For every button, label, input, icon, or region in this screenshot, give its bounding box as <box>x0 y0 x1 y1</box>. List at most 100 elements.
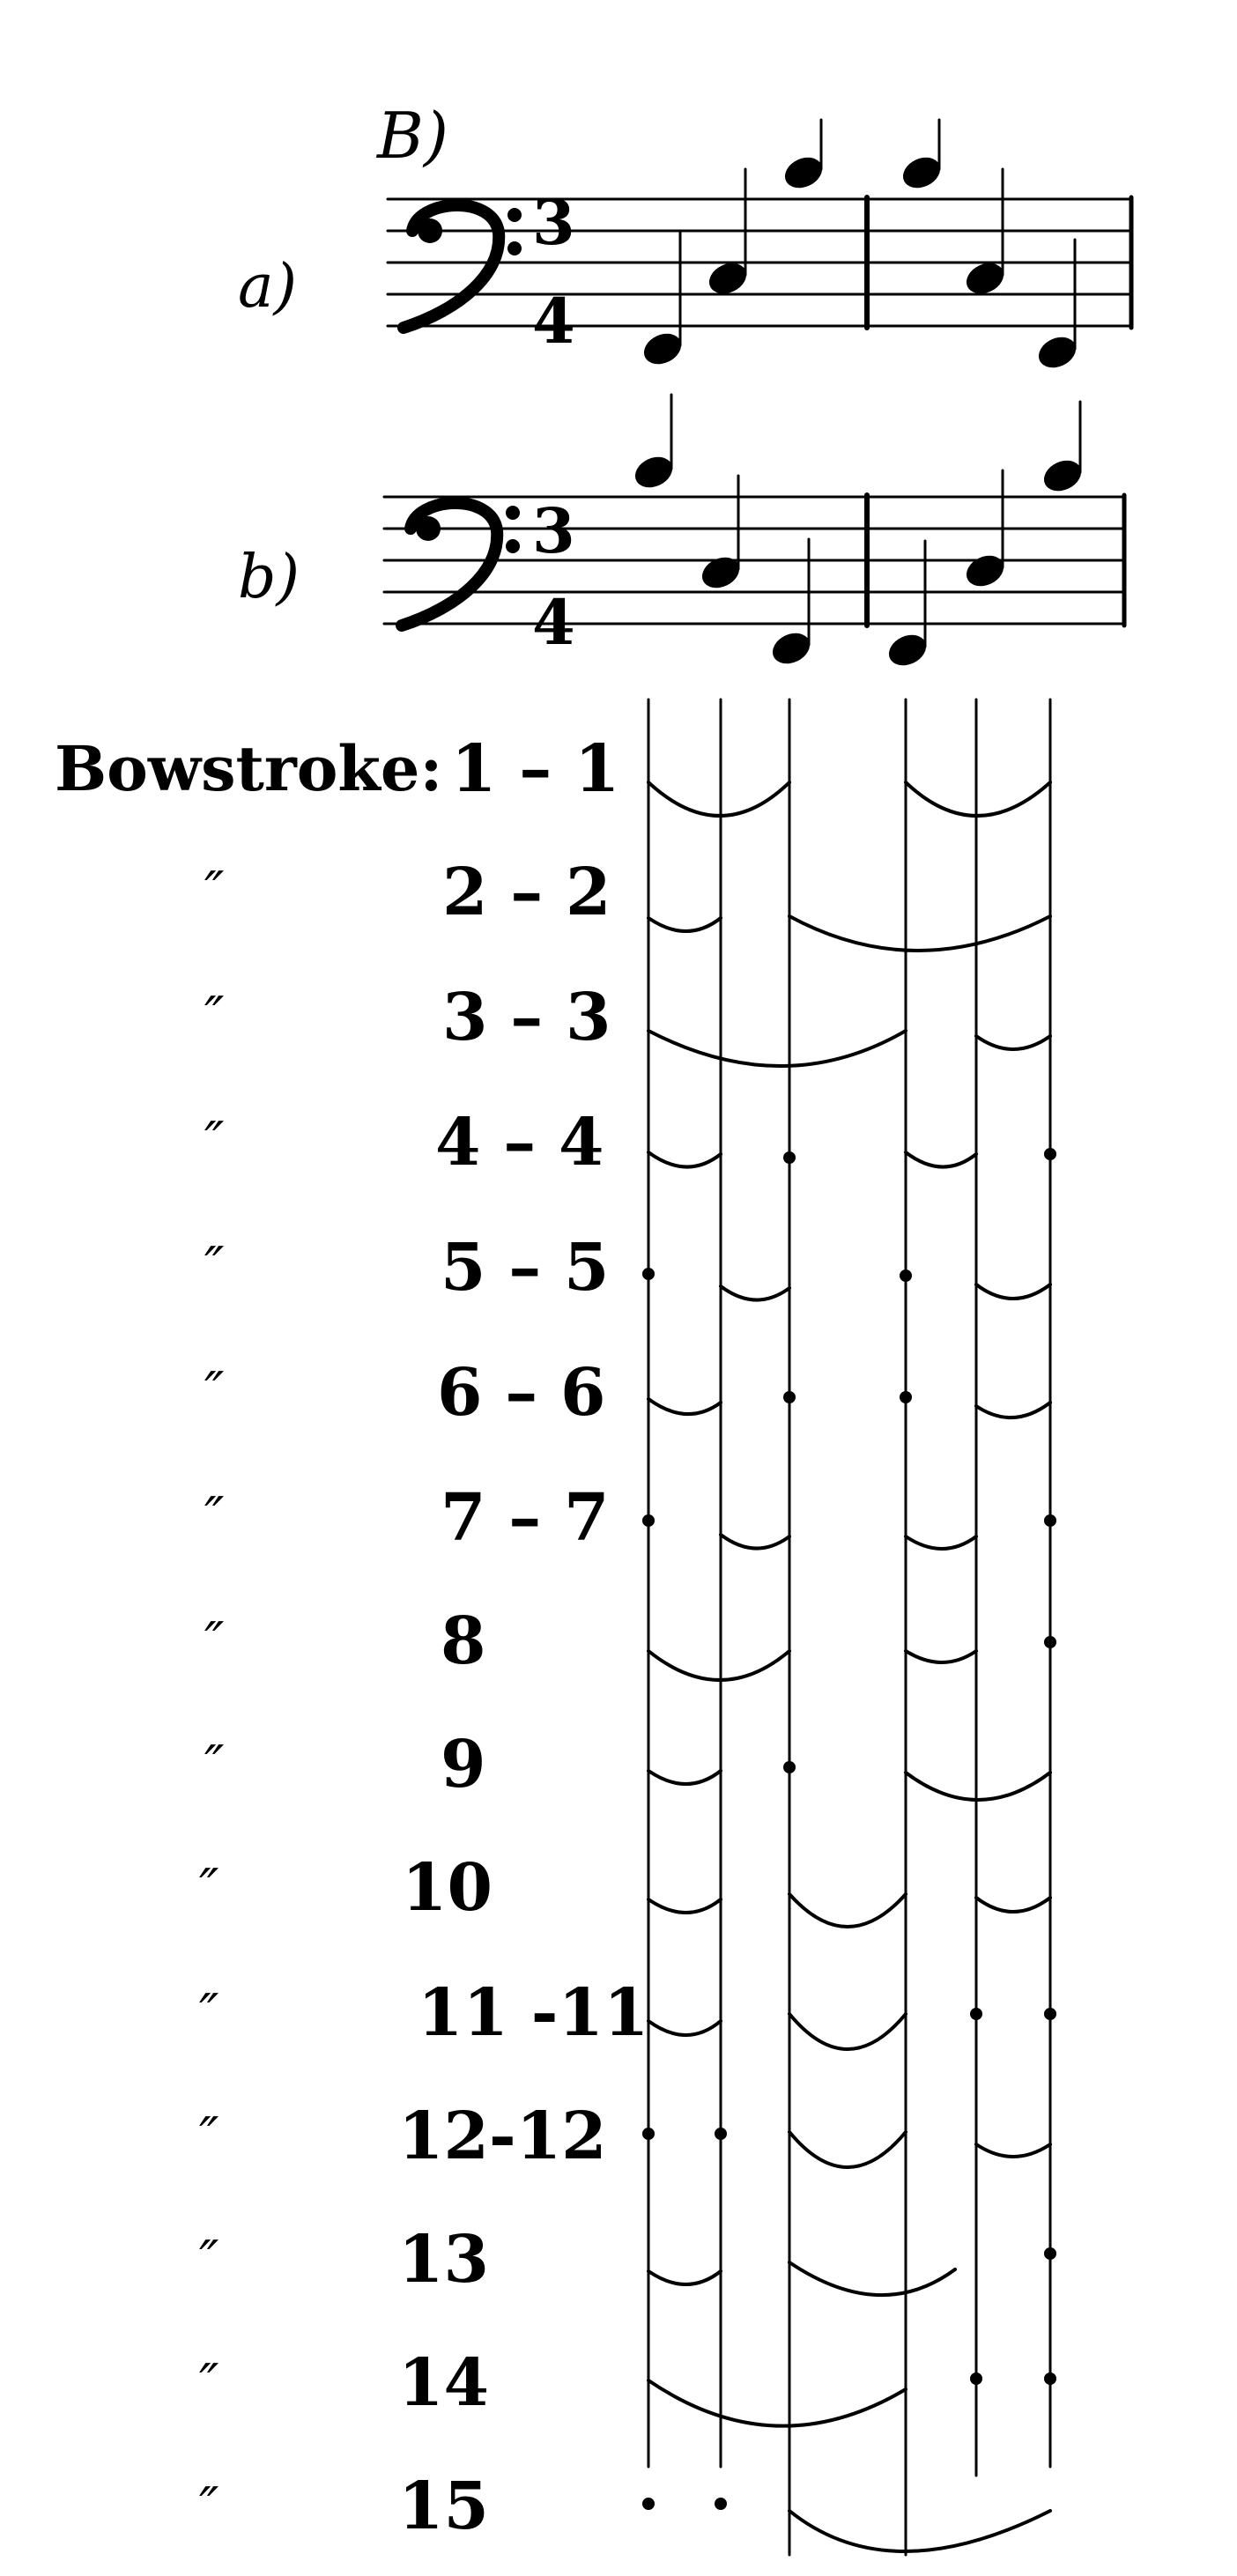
note <box>902 118 941 189</box>
dot <box>783 1391 796 1403</box>
dot <box>1044 1636 1056 1648</box>
bow-arc <box>647 1029 907 1068</box>
bow-arc <box>974 1896 1052 1913</box>
staff-a <box>386 118 1134 368</box>
ditto-mark: ″ <box>199 1983 219 2045</box>
row-number: 15 <box>398 2469 489 2544</box>
bow-arc <box>974 1401 1052 1419</box>
row-number: 4 – 4 <box>435 1105 604 1181</box>
staff-b <box>382 393 1127 666</box>
dot <box>970 2372 982 2385</box>
time-signature-top-b: 3 <box>532 494 575 567</box>
bow-arcs <box>647 781 1052 2553</box>
variant-label-b: b) <box>238 543 300 612</box>
dot <box>1044 1148 1056 1160</box>
time-signature-bottom-a: 4 <box>532 285 575 358</box>
ditto-mark: ″ <box>199 2230 219 2291</box>
note <box>634 393 673 488</box>
bow-arc <box>788 2130 907 2169</box>
bow-arc <box>974 1283 1052 1300</box>
dot <box>1044 2247 1056 2260</box>
ditto-mark: ″ <box>204 1486 225 1548</box>
dot <box>900 1269 912 1282</box>
note <box>784 118 823 189</box>
row-number: 3 – 3 <box>442 980 611 1055</box>
ditto-mark: ″ <box>204 986 225 1047</box>
dot <box>1044 1514 1056 1527</box>
bow-arc <box>647 1649 791 1682</box>
ditto-mark: ″ <box>204 1236 225 1298</box>
note <box>1043 400 1082 492</box>
ditto-mark: ″ <box>204 861 225 922</box>
note <box>708 167 747 294</box>
note <box>701 474 740 588</box>
bow-arc <box>788 2012 907 2051</box>
bow-arc <box>904 1649 978 1664</box>
dot <box>642 1268 655 1280</box>
ditto-mark: ″ <box>199 2476 219 2538</box>
row-number: 9 <box>441 1727 486 1802</box>
bow-arc <box>904 1771 1052 1802</box>
dot <box>1044 2372 1056 2385</box>
ditto-mark: ″ <box>204 1361 225 1423</box>
row-number: 1 – 1 <box>451 731 620 807</box>
bow-arc <box>647 2379 907 2428</box>
ditto-mark: ″ <box>199 2106 219 2168</box>
note <box>966 167 1004 294</box>
row-number: 11 -11 <box>418 1975 649 2051</box>
dot <box>900 1391 912 1403</box>
bow-arc <box>647 1769 722 1786</box>
bow-dots <box>642 1148 1056 2510</box>
bowstroke-label: Bowstroke: <box>55 732 443 805</box>
dot <box>715 2128 727 2140</box>
row-number: 6 – 6 <box>437 1355 606 1431</box>
bowstroke-diagram <box>642 698 1056 2557</box>
note <box>966 469 1004 587</box>
row-number: 10 <box>402 1850 493 1926</box>
row-number: 13 <box>398 2222 489 2298</box>
bow-arc <box>904 1535 978 1551</box>
bow-arc <box>647 2269 722 2286</box>
bow-arc <box>647 781 791 818</box>
row-number: 14 <box>398 2345 489 2421</box>
bow-arc <box>904 781 1052 818</box>
bow-arc <box>719 1533 791 1551</box>
bow-arc <box>788 914 1052 952</box>
bow-arc <box>974 2143 1052 2158</box>
dot <box>1044 2008 1056 2020</box>
variant-label-a: a) <box>238 252 298 322</box>
note <box>888 539 927 666</box>
time-signature-top-a: 3 <box>532 186 575 259</box>
bow-arc <box>647 1397 722 1416</box>
note <box>643 231 682 365</box>
bass-clef-icon <box>397 199 522 334</box>
row-number: 12-12 <box>398 2099 607 2174</box>
bass-clef-icon <box>396 497 520 632</box>
dot <box>642 2498 655 2510</box>
note <box>1038 238 1077 368</box>
bow-arc <box>974 1034 1052 1051</box>
dot <box>970 2008 982 2020</box>
dot <box>783 1151 796 1164</box>
dot <box>642 1514 655 1527</box>
note <box>772 537 811 664</box>
section-label: B) <box>377 99 448 173</box>
bow-arc <box>719 1284 791 1302</box>
ditto-mark: ″ <box>204 1735 225 1796</box>
bow-arc <box>647 1898 722 1914</box>
bow-arc <box>788 1892 907 1928</box>
ditto-mark: ″ <box>199 2353 219 2415</box>
dot <box>642 2128 655 2140</box>
bow-arc <box>904 1151 978 1169</box>
dot <box>715 2498 727 2510</box>
bow-arc <box>788 2261 957 2298</box>
row-number: 7 – 7 <box>441 1480 610 1556</box>
row-number: 5 – 5 <box>441 1230 610 1306</box>
ditto-mark: ″ <box>199 1858 219 1920</box>
ditto-mark: ″ <box>204 1611 225 1673</box>
bow-arc <box>788 2509 1052 2553</box>
dot <box>783 1761 796 1773</box>
row-number: 2 – 2 <box>442 855 611 930</box>
